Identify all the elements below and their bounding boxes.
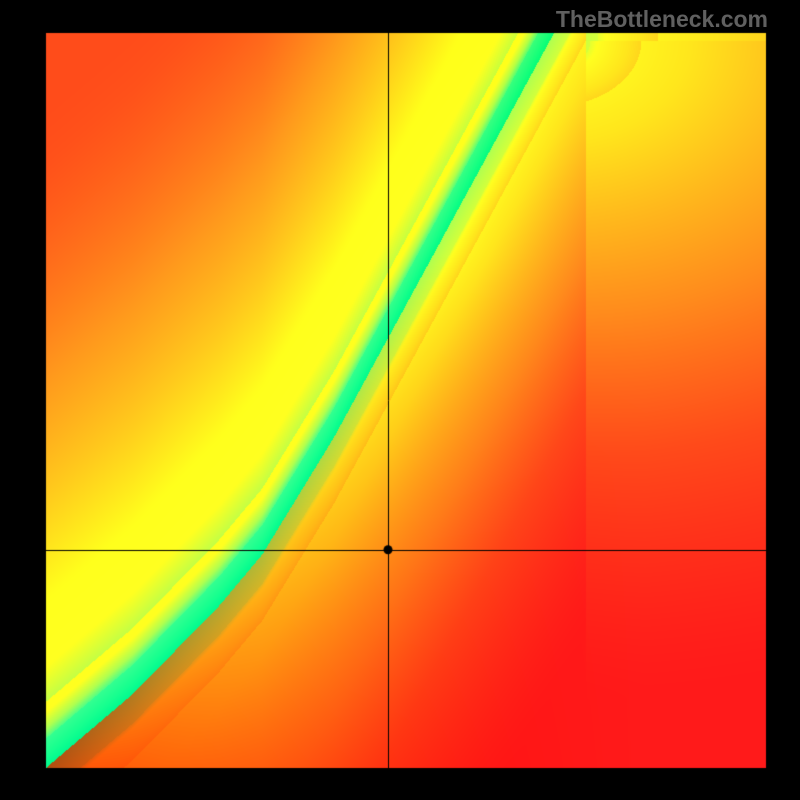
chart-container: TheBottleneck.com bbox=[0, 0, 800, 800]
watermark-text: TheBottleneck.com bbox=[556, 6, 768, 33]
bottleneck-heatmap bbox=[0, 0, 800, 800]
